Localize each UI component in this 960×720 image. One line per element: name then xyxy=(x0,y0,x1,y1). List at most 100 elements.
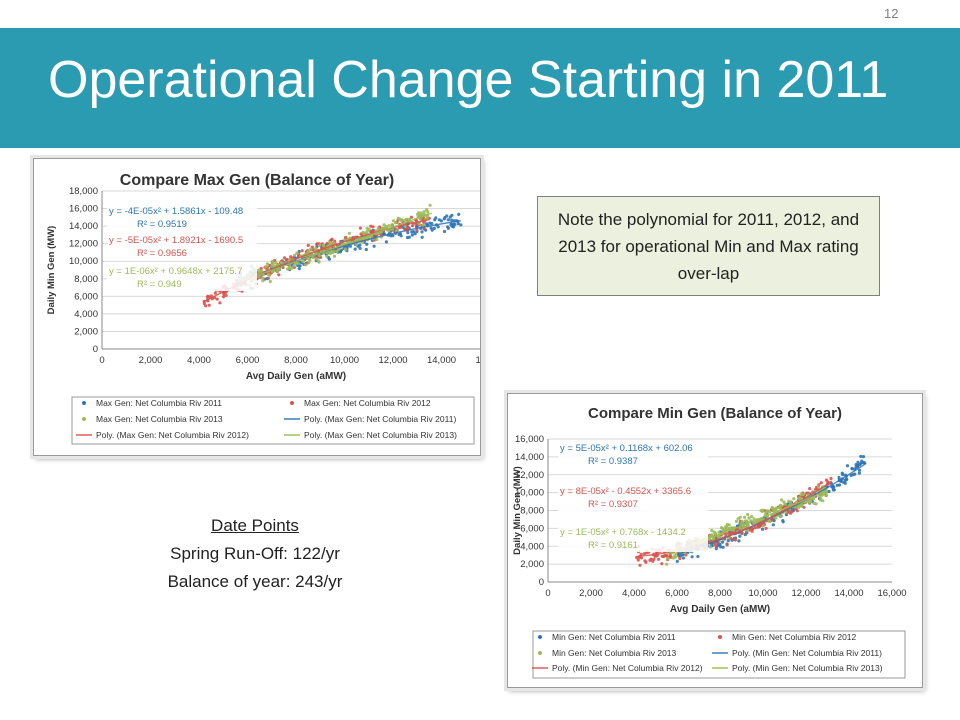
trendline-r2: R² = 0.9307 xyxy=(588,499,638,510)
data-point xyxy=(840,471,844,475)
data-point xyxy=(266,276,270,280)
data-point xyxy=(788,500,793,504)
data-point xyxy=(797,496,801,500)
data-point xyxy=(331,250,335,254)
data-point xyxy=(451,225,456,229)
data-point xyxy=(289,255,293,259)
legend-marker xyxy=(82,401,86,405)
data-point xyxy=(857,471,861,475)
date-points-line: Balance of year: 243/yr xyxy=(167,572,343,591)
data-point xyxy=(375,237,379,242)
data-point xyxy=(420,230,424,234)
x-tick-label: 12,000 xyxy=(378,355,407,366)
data-point xyxy=(666,556,670,561)
data-point xyxy=(861,455,866,459)
data-point xyxy=(317,254,322,258)
data-point xyxy=(837,475,841,480)
data-point xyxy=(420,235,424,239)
data-point xyxy=(738,515,742,519)
data-point xyxy=(295,251,299,255)
data-point xyxy=(779,514,783,518)
y-tick-label: 12,000 xyxy=(69,239,98,250)
data-point xyxy=(328,240,332,244)
data-point xyxy=(660,562,664,566)
data-point xyxy=(412,230,416,234)
data-point xyxy=(761,524,765,528)
data-point xyxy=(721,528,725,532)
data-point xyxy=(725,542,729,546)
data-point xyxy=(726,539,730,543)
data-point xyxy=(636,558,640,562)
trend-line xyxy=(237,212,433,283)
data-point xyxy=(264,265,268,269)
data-point xyxy=(845,464,850,468)
data-point xyxy=(396,216,400,220)
data-point xyxy=(737,539,741,543)
data-point xyxy=(788,511,793,515)
data-point xyxy=(370,229,374,233)
x-tick-label: 8,000 xyxy=(284,355,308,366)
data-point xyxy=(710,528,714,533)
legend-entry: Min Gen: Net Columbia Riv 2013 xyxy=(552,648,677,658)
data-point xyxy=(724,525,728,529)
data-point xyxy=(391,234,395,238)
data-point xyxy=(314,257,318,261)
x-axis-label: Avg Daily Gen (aMW) xyxy=(670,604,770,615)
y-tick-label: 0 xyxy=(93,344,98,355)
y-tick-label: 2,000 xyxy=(520,559,544,570)
data-point xyxy=(307,260,311,264)
legend-entry: Min Gen: Net Columbia Riv 2011 xyxy=(552,632,676,642)
data-point xyxy=(445,214,449,218)
data-point xyxy=(407,235,411,239)
data-point xyxy=(743,515,747,519)
data-point xyxy=(654,554,658,558)
x-tick-label: 16,000 xyxy=(877,588,906,599)
x-tick-label: 12,000 xyxy=(791,588,820,599)
x-tick-label: 10,000 xyxy=(748,588,777,599)
data-point xyxy=(270,260,274,264)
data-point xyxy=(308,258,312,262)
x-tick-label: 0 xyxy=(545,588,550,599)
data-point xyxy=(304,263,308,267)
data-point xyxy=(781,520,785,524)
data-point xyxy=(651,559,655,563)
x-tick-label: 6,000 xyxy=(236,355,260,366)
data-point xyxy=(384,240,388,244)
data-point xyxy=(721,545,725,549)
legend-entry: Poly. (Min Gen: Net Columbia Riv 2013) xyxy=(732,663,883,673)
data-point xyxy=(456,222,460,226)
note-box: Note the polynomial for 2011, 2012, and … xyxy=(537,196,880,296)
data-point xyxy=(261,276,265,281)
data-point xyxy=(207,303,211,307)
data-point xyxy=(285,257,289,262)
data-point xyxy=(816,485,820,489)
data-point xyxy=(416,212,420,216)
date-points-line: Spring Run-Off: 122/yr xyxy=(170,544,340,563)
legend-entry: Max Gen: Net Columbia Riv 2013 xyxy=(96,414,223,424)
data-point xyxy=(301,259,305,263)
legend-entry: Poly. (Min Gen: Net Columbia Riv 2011) xyxy=(732,648,882,658)
data-point xyxy=(268,279,272,284)
chart-title: Compare Min Gen (Balance of Year) xyxy=(588,405,842,422)
data-point xyxy=(274,261,278,265)
data-point xyxy=(721,540,725,544)
data-point xyxy=(859,454,863,459)
data-point xyxy=(364,247,368,252)
data-point xyxy=(823,491,828,495)
data-point xyxy=(348,244,352,248)
x-tick-label: 16,000 xyxy=(475,355,480,366)
data-point xyxy=(206,294,210,298)
data-point xyxy=(780,498,784,502)
data-point xyxy=(415,228,419,232)
data-point xyxy=(202,301,206,306)
data-point xyxy=(419,211,423,215)
x-axis-label: Avg Daily Gen (aMW) xyxy=(246,371,346,382)
data-point xyxy=(353,247,357,251)
data-point xyxy=(799,493,803,497)
data-point xyxy=(372,244,376,248)
trendline-r2: R² = 0.9656 xyxy=(137,248,187,259)
data-point xyxy=(754,520,758,524)
data-point xyxy=(860,459,864,463)
data-point xyxy=(358,246,362,250)
data-point xyxy=(433,218,437,222)
